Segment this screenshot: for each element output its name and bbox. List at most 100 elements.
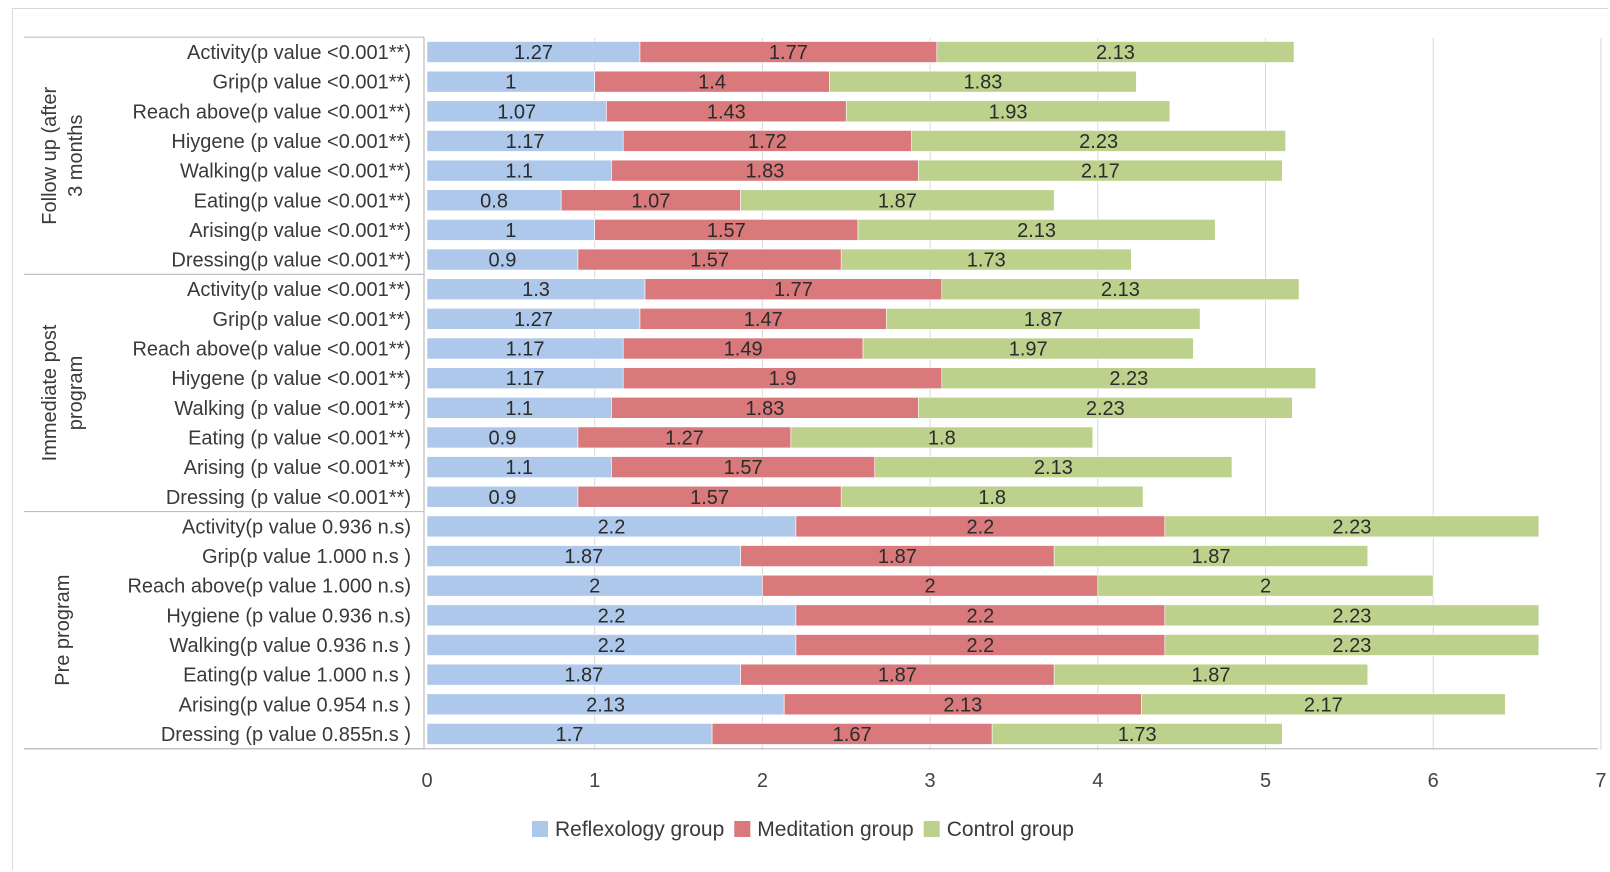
data-label: 1.87: [878, 190, 917, 212]
x-tick-label: 4: [1092, 770, 1103, 792]
data-label: 2.13: [1034, 457, 1073, 479]
data-label: 1.47: [744, 309, 783, 331]
data-label: 2.23: [1109, 368, 1148, 390]
bar-segment-control: [1164, 515, 1540, 538]
legend-label: Reflexology group: [555, 818, 724, 841]
data-label: 2.13: [1096, 42, 1135, 64]
data-label: 2.17: [1081, 161, 1120, 183]
data-label: 1.17: [506, 368, 545, 390]
category-label: Dressing (p value 0.855n.s ): [161, 724, 411, 746]
bar-segment-control: [845, 100, 1171, 123]
data-label: 1.87: [1192, 546, 1231, 568]
data-label: 1.9: [769, 368, 797, 390]
group-label: Follow up (after 3 months: [39, 87, 87, 225]
category-label: Hygiene (p value 0.936 n.s): [166, 605, 411, 627]
data-label: 1.57: [724, 457, 763, 479]
bar-segment-control: [1164, 604, 1540, 627]
bar-segment-control: [1053, 663, 1369, 686]
category-label: Walking (p value <0.001**): [174, 398, 411, 420]
data-label: 1.93: [989, 101, 1028, 123]
data-label: 1.3: [522, 279, 550, 301]
data-label: 2: [1260, 576, 1271, 598]
data-label: 1.57: [690, 250, 729, 272]
bar-segment-control: [1053, 545, 1369, 567]
x-tick-label: 5: [1260, 770, 1271, 792]
data-label: 2.23: [1079, 131, 1118, 153]
data-label: 2.13: [943, 694, 982, 716]
data-label: 2.13: [586, 694, 625, 716]
bar-segment-control: [740, 189, 1055, 212]
category-label: Dressing(p value <0.001**): [171, 250, 411, 272]
data-label: 1.77: [774, 279, 813, 301]
data-label: 1.27: [514, 42, 553, 64]
bar-segment-control: [1097, 574, 1434, 597]
data-label: 1.83: [745, 161, 784, 183]
data-label: 1.17: [506, 131, 545, 153]
x-tick-label: 7: [1595, 770, 1606, 792]
data-label: 1.1: [505, 161, 533, 183]
category-label: Reach above(p value 1.000 n.s): [127, 576, 411, 598]
x-tick-label: 0: [421, 770, 432, 792]
category-label: Eating(p value <0.001**): [194, 190, 411, 212]
data-label: 1: [505, 72, 516, 94]
data-label: 1.27: [665, 427, 704, 449]
data-label: 1.8: [978, 487, 1006, 509]
data-label: 1.87: [878, 665, 917, 687]
data-label: 1: [505, 220, 516, 242]
data-label: 1.07: [631, 190, 670, 212]
bar-segment-control: [941, 278, 1300, 301]
data-label: 1.57: [707, 220, 746, 242]
data-label: 1.87: [1024, 309, 1063, 331]
category-label: Activity(p value <0.001**): [187, 42, 411, 64]
category-label: Reach above(p value <0.001**): [132, 339, 411, 361]
category-label: Grip(p value 1.000 n.s ): [202, 546, 411, 568]
category-label: Eating(p value 1.000 n.s ): [183, 665, 411, 687]
data-label: 1.07: [497, 101, 536, 123]
data-label: 2.23: [1332, 605, 1371, 627]
data-label: 1.72: [748, 131, 787, 153]
data-label: 1.87: [564, 546, 603, 568]
data-label: 1.1: [505, 457, 533, 479]
data-label: 0.9: [489, 487, 517, 509]
category-axis-frame: [24, 36, 1598, 750]
data-label: 2.2: [598, 516, 626, 538]
data-label: 1.87: [564, 665, 603, 687]
data-label: 2.2: [967, 516, 995, 538]
data-label: 1.49: [724, 339, 763, 361]
bar-segment-control: [911, 130, 1286, 152]
bar-segment-control: [886, 308, 1201, 330]
category-label: Grip(p value <0.001**): [213, 309, 411, 331]
category-label: Reach above(p value <0.001**): [132, 101, 411, 123]
data-label: 1.87: [878, 546, 917, 568]
category-label: Arising(p value 0.954 n.s ): [179, 694, 411, 716]
legend-swatch-meditation: [734, 821, 751, 837]
data-label: 2.2: [967, 605, 995, 627]
bar-segment-control: [991, 723, 1283, 745]
category-label: Walking(p value <0.001**): [180, 161, 411, 183]
data-label: 2.23: [1332, 635, 1371, 657]
category-label: Activity(p value 0.936 n.s): [182, 516, 411, 538]
bar-segment-control: [918, 159, 1283, 182]
category-label: Hiygene (p value <0.001**): [171, 368, 411, 390]
bar-segment-control: [857, 219, 1216, 241]
bar-segment-control: [829, 70, 1137, 93]
data-label: 1.73: [1118, 724, 1157, 746]
x-tick-label: 6: [1428, 770, 1439, 792]
bar-segment-control: [1141, 693, 1506, 716]
data-label: 0.9: [489, 250, 517, 272]
data-label: 1.17: [506, 339, 545, 361]
x-tick-label: 2: [757, 770, 768, 792]
category-label: Activity(p value <0.001**): [187, 279, 411, 301]
bar-segment-control: [790, 426, 1094, 449]
legend: Reflexology group Meditation group Control…: [532, 818, 1074, 841]
data-label: 2.2: [967, 635, 995, 657]
data-label: 2.13: [1017, 220, 1056, 242]
data-label: 1.1: [505, 398, 533, 420]
legend-label: Control group: [947, 818, 1074, 841]
data-label: 1.83: [963, 72, 1002, 94]
bar-segment-control: [862, 337, 1194, 360]
legend-label: Meditation group: [757, 818, 913, 841]
data-label: 2.17: [1304, 694, 1343, 716]
data-label: 2: [589, 576, 600, 598]
